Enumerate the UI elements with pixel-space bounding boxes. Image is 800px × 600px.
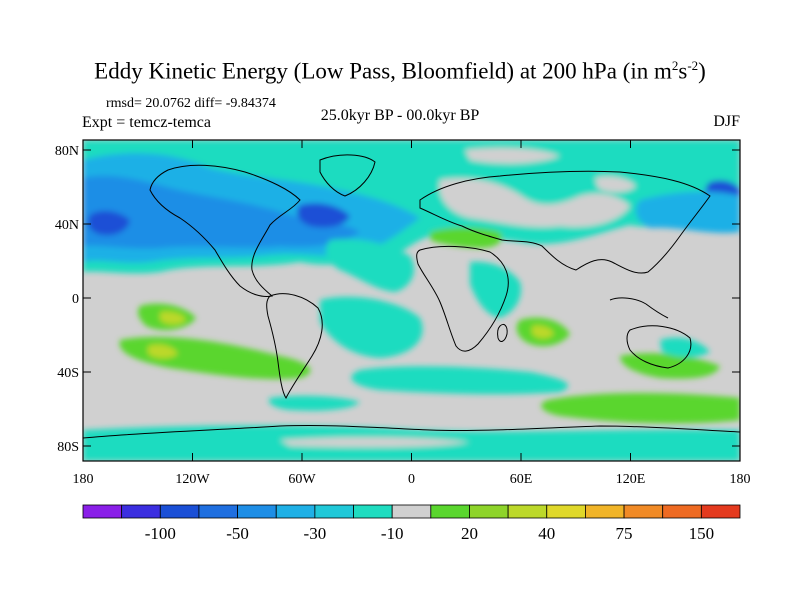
sa-cyan-2 bbox=[351, 366, 569, 395]
colorbar-swatch bbox=[353, 504, 393, 519]
colorbar-swatch bbox=[585, 504, 625, 519]
eurasia-coast bbox=[419, 170, 711, 274]
africa-cyan bbox=[470, 261, 522, 318]
africa-coast bbox=[416, 245, 509, 352]
stats-label: rmsd= 20.0762 diff= -9.84374 bbox=[106, 96, 276, 111]
greenland-coast bbox=[319, 154, 376, 197]
colorbar-swatch bbox=[237, 504, 277, 519]
south-america-coast bbox=[266, 293, 323, 399]
madagascar-coast bbox=[497, 323, 508, 342]
indonesia-coast bbox=[609, 297, 669, 319]
colorbar-swatch bbox=[159, 504, 200, 519]
lon-tick-label: 0 bbox=[408, 472, 415, 487]
antarctic-gray bbox=[280, 437, 470, 448]
lat-tick-label: 40N bbox=[55, 218, 79, 233]
lon-tick-label: 180 bbox=[73, 472, 94, 487]
north-america-coast bbox=[149, 164, 301, 297]
colorbar-swatch bbox=[82, 504, 123, 519]
coastlines bbox=[83, 154, 740, 439]
colorbar-swatch bbox=[662, 504, 702, 519]
colorbar-swatch bbox=[121, 504, 161, 519]
antarctica-coast bbox=[83, 424, 740, 439]
so-green bbox=[541, 393, 740, 424]
colorbar-label: -100 bbox=[145, 524, 176, 543]
colorbar-label: -50 bbox=[226, 524, 249, 543]
lon-tick-label: 120E bbox=[616, 472, 646, 487]
lat-tick-label: 40S bbox=[57, 366, 79, 381]
nh-gray-arctic bbox=[465, 148, 560, 164]
nh-deep-blue-2 bbox=[297, 203, 350, 228]
nh-gray-europe bbox=[439, 178, 630, 228]
nh-blue-asia bbox=[635, 191, 740, 233]
colorbar-label: -30 bbox=[304, 524, 327, 543]
nh-gray-north bbox=[595, 176, 636, 193]
colorbar-swatch bbox=[469, 504, 509, 519]
colorbar-swatch bbox=[507, 504, 548, 519]
sp-yellow-1 bbox=[160, 311, 186, 325]
colorbar-swatch bbox=[546, 504, 586, 519]
lat-tick-label: 80S bbox=[57, 440, 79, 455]
sa-cyan bbox=[320, 296, 423, 358]
colorbar-swatch bbox=[430, 504, 470, 519]
sp-yellow-2 bbox=[148, 344, 178, 359]
experiment-label: Expt = temcz-temca bbox=[82, 114, 211, 131]
colorbar-label: 75 bbox=[616, 524, 633, 543]
colorbar-label: 40 bbox=[538, 524, 555, 543]
med-green bbox=[430, 227, 502, 248]
period-label: 25.0kyr BP - 00.0kyr BP bbox=[320, 107, 480, 124]
so-cyan-west bbox=[268, 395, 360, 411]
eke-contour-field bbox=[83, 140, 740, 461]
io-yellow bbox=[532, 325, 554, 339]
lat-tick-label: 80N bbox=[55, 144, 79, 159]
colorbar-swatch bbox=[314, 504, 354, 519]
colorbar-label: -10 bbox=[381, 524, 404, 543]
latitude-axis: 80N 40N 0 40S 80S bbox=[55, 144, 740, 455]
lon-tick-label: 60E bbox=[510, 472, 533, 487]
chart-title: Eddy Kinetic Energy (Low Pass, Bloomfiel… bbox=[94, 58, 706, 84]
colorbar-swatch bbox=[700, 504, 741, 519]
australia-coast bbox=[626, 325, 692, 369]
atlantic-cyan bbox=[325, 238, 415, 292]
au-green bbox=[620, 353, 720, 379]
longitude-axis: 180 120W 60W 0 60E 120E 180 bbox=[73, 140, 751, 487]
au-cyan bbox=[660, 337, 710, 358]
lon-tick-label: 60W bbox=[288, 472, 316, 487]
colorbar-label: 150 bbox=[689, 524, 715, 543]
colorbar-swatch bbox=[198, 504, 238, 519]
season-label: DJF bbox=[713, 113, 740, 130]
lat-tick-label: 0 bbox=[72, 292, 79, 307]
nh-deep-blue-1 bbox=[88, 210, 130, 236]
colorbar-swatch bbox=[391, 504, 432, 519]
colorbar: -100 -50 -30 -10 20 40 75 150 bbox=[82, 504, 741, 543]
colorbar-swatch bbox=[275, 504, 316, 519]
colorbar-swatch bbox=[623, 504, 664, 519]
colorbar-label: 20 bbox=[461, 524, 478, 543]
lon-tick-label: 120W bbox=[175, 472, 210, 487]
lon-tick-label: 180 bbox=[730, 472, 751, 487]
